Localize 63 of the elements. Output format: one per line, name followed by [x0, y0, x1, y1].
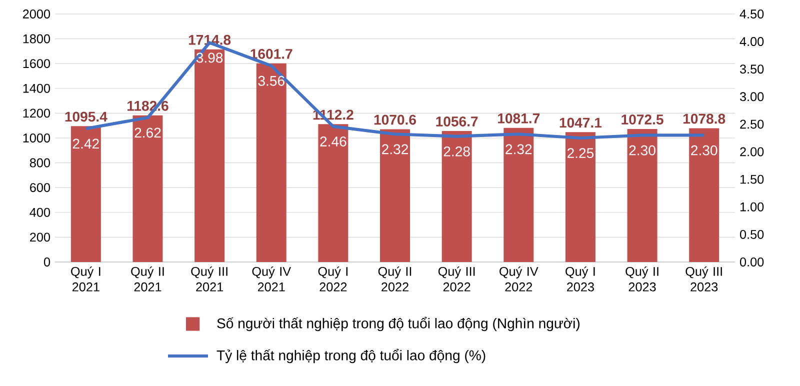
y2-tick-label: 2.50 [740, 120, 764, 129]
y-tick-label: 0 [44, 258, 50, 266]
data-label: 2.46 [320, 136, 346, 146]
y2-tick-label: 0.00 [740, 258, 764, 266]
bar [442, 130, 472, 262]
y-tick-label: 1000 [23, 134, 50, 142]
legend-label: Tỷ lệ thất nghiệp trong độ tuổi lao động (%) [216, 348, 486, 364]
y2-tick-label: 3.00 [740, 92, 764, 102]
bar [380, 129, 410, 262]
y-tick-label: 600 [30, 183, 50, 192]
y-tick-label: 800 [30, 158, 50, 168]
data-label: 2.25 [567, 148, 594, 158]
y2-tick-label: 4.00 [740, 37, 764, 46]
x-tick-label: Quý III 2022 [438, 266, 475, 292]
legend-label: Số người thất nghiệp trong độ tuổi lao động (Nghìn người) [217, 316, 580, 332]
y-tick-label: 1800 [23, 34, 50, 44]
x-tick-label: Quý II 2023 [626, 266, 658, 292]
y2-tick-label: 3.50 [740, 64, 764, 74]
data-label: 1070.6 [374, 114, 416, 125]
data-label: 1078.8 [683, 114, 726, 124]
bar [689, 128, 720, 262]
data-label: 1072.5 [622, 114, 664, 124]
y-tick-label: 400 [30, 208, 50, 217]
x-tick-label: Quý III 2023 [686, 266, 722, 292]
data-label: 2.62 [134, 128, 161, 138]
bar [194, 49, 225, 262]
data-label: 2.42 [72, 138, 99, 149]
x-tick-label: Quý I 2022 [318, 266, 348, 292]
bar [565, 132, 596, 262]
data-label: 1601.7 [250, 48, 292, 59]
x-tick-label: Quý IV 2022 [500, 266, 538, 292]
y-tick-label: 1200 [23, 108, 50, 118]
y2-tick-label: 2.00 [740, 147, 764, 156]
data-label: 2.30 [629, 145, 656, 156]
data-label: 3.56 [258, 76, 284, 86]
bar [70, 126, 101, 262]
y-tick-label: 1400 [23, 84, 50, 93]
data-label: 1095.4 [65, 112, 108, 122]
bar [504, 128, 534, 262]
y2-tick-label: 0.50 [740, 230, 764, 239]
data-label: 2.32 [382, 144, 408, 154]
y-tick-label: 1600 [23, 59, 50, 68]
y2-tick-label: 4.50 [740, 10, 764, 18]
x-tick-label: Quý IV 2021 [252, 266, 291, 292]
data-label: 1081.7 [498, 113, 540, 124]
y-tick-label: 200 [30, 232, 50, 242]
bar [627, 128, 658, 262]
y-tick-label: 2000 [23, 10, 50, 18]
x-tick-label: Quý III 2021 [191, 266, 228, 292]
x-tick-label: Quý II 2022 [378, 266, 412, 292]
data-label: 2.30 [691, 145, 718, 156]
data-label: 2.32 [506, 144, 532, 154]
bar [132, 115, 163, 262]
bar [318, 124, 348, 262]
y2-tick-label: 1.00 [740, 202, 764, 212]
x-tick-label: Quý II 2021 [131, 266, 164, 292]
y2-tick-label: 1.50 [740, 174, 764, 184]
bar [256, 63, 286, 262]
data-label: 1047.1 [560, 118, 602, 128]
x-tick-label: Quý I 2021 [71, 266, 100, 292]
x-tick-label: Quý I 2023 [566, 266, 595, 292]
data-label: 1056.7 [436, 116, 478, 126]
data-label: 2.28 [444, 146, 470, 156]
